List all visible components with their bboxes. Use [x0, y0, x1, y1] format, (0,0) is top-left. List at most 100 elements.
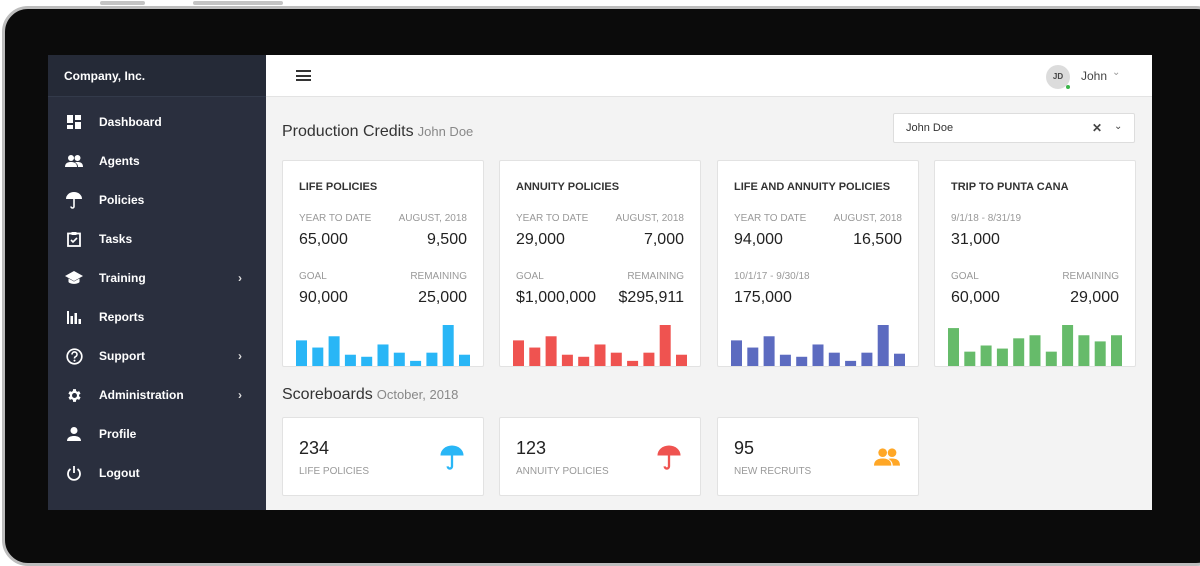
user-name[interactable]: John	[1081, 69, 1108, 83]
clear-icon[interactable]: ✕	[1092, 121, 1103, 135]
bar-chart	[513, 325, 687, 366]
metric-value: 90,000	[299, 289, 348, 306]
card-title: ANNUITY POLICIES	[516, 181, 620, 193]
bar	[964, 351, 976, 366]
metric-label: AUGUST, 2018	[398, 213, 467, 224]
sidebar-item-label: Logout	[99, 466, 140, 480]
menu-icon[interactable]	[296, 70, 311, 81]
bar	[513, 340, 524, 366]
bar	[578, 356, 590, 366]
metric-value: $295,911	[618, 289, 684, 306]
metric-value: 65,000	[299, 231, 348, 248]
sidebar-item-training[interactable]: Training ›	[48, 263, 266, 293]
section-title: Scoreboards	[282, 386, 373, 403]
sidebar-item-label: Training	[99, 271, 146, 285]
metric-label: GOAL	[299, 271, 327, 282]
gear-icon	[65, 386, 83, 404]
scoreboard-label: NEW RECRUITS	[734, 466, 812, 477]
bar	[796, 356, 808, 366]
scoreboard-card: 123 ANNUITY POLICIES	[499, 417, 701, 496]
sidebar-item-label: Administration	[99, 388, 184, 402]
bar	[1062, 325, 1074, 366]
bar	[812, 344, 824, 366]
chevron-down-icon[interactable]: ⌄	[1114, 121, 1123, 132]
sidebar-item-profile[interactable]: Profile	[48, 419, 266, 449]
sidebar-item-label: Reports	[99, 310, 145, 324]
bar	[312, 347, 324, 366]
metric-label: 9/1/18 - 8/31/19	[951, 213, 1022, 224]
bar-chart	[296, 325, 470, 366]
metric-value: 9,500	[426, 231, 467, 248]
app-screen: Company, Inc. Dashboard Agents Policies Tas…	[48, 55, 1152, 510]
bar	[442, 325, 454, 366]
graduation-cap-icon	[65, 269, 83, 287]
scoreboards-title: Scoreboards October, 2018	[282, 386, 458, 404]
people-icon	[65, 152, 83, 170]
bar	[594, 344, 606, 366]
top-bar: JD John ⌄	[266, 55, 1152, 97]
sidebar-item-logout[interactable]: Logout	[48, 458, 266, 488]
chevron-right-icon: ›	[238, 388, 242, 402]
sidebar-item-agents[interactable]: Agents	[48, 146, 266, 176]
metric-value: 29,000	[1070, 289, 1119, 306]
scoreboard-label: LIFE POLICIES	[299, 466, 370, 477]
sidebar-item-label: Support	[99, 349, 145, 363]
bar	[361, 356, 373, 366]
metric-value: 94,000	[734, 231, 783, 248]
production-card: LIFE POLICIES YEAR TO DATE 65,000 AUGUST…	[282, 160, 484, 367]
metric-value: 175,000	[734, 289, 792, 306]
production-card: LIFE AND ANNUITY POLICIES YEAR TO DATE 9…	[717, 160, 919, 367]
bar	[948, 328, 959, 366]
bar	[1045, 351, 1057, 366]
metric-value: 29,000	[516, 231, 565, 248]
online-status-dot	[1066, 85, 1070, 89]
metric-label: GOAL	[951, 271, 979, 282]
metric-value: 25,000	[418, 289, 467, 306]
chevron-right-icon: ›	[238, 271, 242, 285]
person-icon	[65, 425, 83, 443]
card-title: TRIP TO PUNTA CANA	[951, 181, 1069, 193]
section-subtitle: October, 2018	[376, 387, 459, 402]
agent-select[interactable]: John Doe ✕ ⌄	[893, 113, 1135, 143]
bar	[877, 325, 889, 366]
scoreboard-card: 95 NEW RECRUITS	[717, 417, 919, 496]
bar	[529, 347, 541, 366]
sidebar-item-label: Policies	[99, 193, 145, 207]
avatar[interactable]: JD	[1046, 65, 1070, 89]
metric-label: REMAINING	[410, 271, 467, 282]
bar	[426, 352, 438, 366]
metric-label: AUGUST, 2018	[833, 213, 902, 224]
sidebar-item-label: Tasks	[99, 232, 133, 246]
clipboard-check-icon	[65, 230, 83, 248]
bar	[1094, 341, 1106, 366]
bar	[1111, 335, 1122, 366]
production-card: TRIP TO PUNTA CANA 9/1/18 - 8/31/19 31,0…	[934, 160, 1136, 367]
production-card: ANNUITY POLICIES YEAR TO DATE 29,000 AUG…	[499, 160, 701, 367]
bar	[610, 352, 622, 366]
sidebar-item-dashboard[interactable]: Dashboard	[48, 107, 266, 137]
sidebar-item-policies[interactable]: Policies	[48, 185, 266, 215]
sidebar-item-label: Profile	[99, 427, 137, 441]
power-icon	[65, 464, 83, 482]
sidebar-item-reports[interactable]: Reports	[48, 302, 266, 332]
card-title: LIFE AND ANNUITY POLICIES	[734, 181, 891, 193]
device-button	[100, 1, 145, 5]
bar	[545, 336, 557, 366]
sidebar-item-administration[interactable]: Administration ›	[48, 380, 266, 410]
metric-label: REMAINING	[627, 271, 684, 282]
bar	[779, 354, 791, 366]
bar	[296, 340, 307, 366]
sidebar-item-support[interactable]: Support ›	[48, 341, 266, 371]
bar	[410, 360, 422, 366]
scoreboard-value: 234	[299, 438, 330, 458]
chevron-down-icon[interactable]: ⌄	[1112, 67, 1121, 78]
sidebar-item-tasks[interactable]: Tasks	[48, 224, 266, 254]
bar	[561, 354, 573, 366]
bar-chart	[731, 325, 905, 366]
brand: Company, Inc.	[48, 55, 266, 97]
bar	[731, 340, 742, 366]
scoreboard-value: 95	[734, 438, 755, 458]
page-subtitle: John Doe	[417, 124, 474, 139]
metric-label: REMAINING	[1062, 271, 1119, 282]
metric-value: $1,000,000	[516, 289, 597, 306]
